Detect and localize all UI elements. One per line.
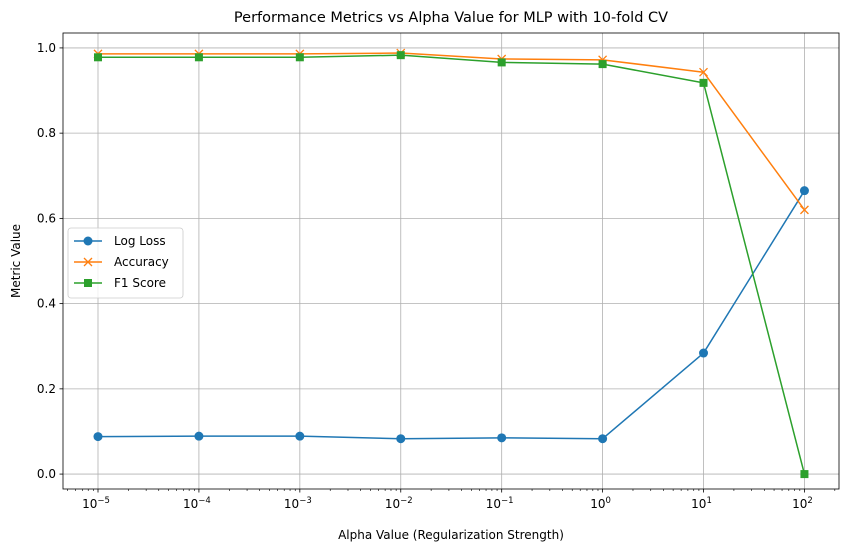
legend-item-accuracy: Accuracy xyxy=(74,255,169,269)
y-tick-label: 1.0 xyxy=(37,41,56,55)
f1-score-point xyxy=(93,53,102,62)
log-loss-point xyxy=(497,433,507,443)
chart-title: Performance Metrics vs Alpha Value for M… xyxy=(234,10,668,26)
x-tick-label: 101 xyxy=(691,496,712,511)
series-log-loss xyxy=(93,186,809,444)
f1-score-point xyxy=(699,78,708,87)
legend: Log Loss Accuracy F1 Score xyxy=(67,227,184,299)
x-tick-label: 100 xyxy=(590,496,611,511)
accuracy-point xyxy=(799,205,809,215)
legend-box xyxy=(67,227,184,299)
x-tick-label: 10−4 xyxy=(183,496,211,511)
log-loss-point xyxy=(93,432,103,442)
legend-item-log-loss: Log Loss xyxy=(74,234,166,248)
f1-score-point xyxy=(396,51,405,60)
x-tick-label: 10−2 xyxy=(385,496,413,511)
legend-swatch-marker xyxy=(83,257,93,267)
legend-label: F1 Score xyxy=(114,276,166,290)
legend-label: Accuracy xyxy=(114,255,169,269)
log-loss-point xyxy=(799,186,809,196)
f1-score-point xyxy=(295,53,304,62)
y-axis-title: Metric Value xyxy=(9,224,23,298)
y-tick-label: 0.0 xyxy=(37,467,56,481)
x-tick-label: 10−5 xyxy=(82,496,110,511)
axes: 10−5 10−4 10−3 10−2 10−1 100 101 102 0.0 0.2 0.4 0.… xyxy=(37,41,836,511)
log-loss-point xyxy=(295,431,305,441)
legend-swatch-marker xyxy=(84,279,92,287)
log-loss-point xyxy=(194,431,204,441)
legend-swatch-marker xyxy=(83,236,93,246)
f1-score-point xyxy=(194,53,203,62)
y-tick-label: 0.6 xyxy=(37,211,56,225)
y-tick-label: 0.8 xyxy=(37,126,56,140)
log-loss-point xyxy=(396,434,406,444)
y-tick-label: 0.4 xyxy=(37,297,56,311)
log-loss-line xyxy=(97,190,806,440)
x-tick-label: 10−1 xyxy=(486,496,514,511)
f1-score-point xyxy=(598,60,607,69)
x-tick-label: 102 xyxy=(792,496,813,511)
log-loss-point xyxy=(598,434,608,444)
x-axis-title: Alpha Value (Regularization Strength) xyxy=(338,528,564,542)
series-layer xyxy=(93,48,809,479)
x-tick-label: 10−3 xyxy=(284,496,312,511)
accuracy-point xyxy=(699,67,708,77)
plot-frame xyxy=(62,32,840,490)
y-tick-label: 0.2 xyxy=(37,382,56,396)
accuracy-line xyxy=(97,52,806,211)
f1-score-point xyxy=(800,470,809,479)
f1-score-point xyxy=(497,58,506,67)
legend-item-f1-score: F1 Score xyxy=(74,276,166,290)
grid xyxy=(63,33,839,489)
series-f1-score xyxy=(93,51,809,479)
log-loss-point xyxy=(699,348,709,358)
f1-score-line xyxy=(97,54,806,475)
legend-label: Log Loss xyxy=(114,234,166,248)
